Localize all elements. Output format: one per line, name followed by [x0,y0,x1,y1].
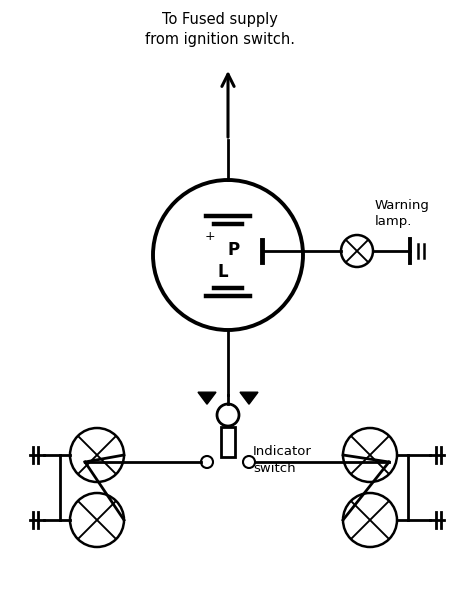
Text: Warning
lamp.: Warning lamp. [375,198,430,228]
Polygon shape [240,392,258,404]
Polygon shape [198,392,216,404]
Text: L: L [218,263,228,281]
Text: +: + [205,230,215,243]
Text: Indicator
switch: Indicator switch [253,445,312,475]
Bar [221,427,235,457]
Text: P: P [228,241,240,259]
Text: To Fused supply
from ignition switch.: To Fused supply from ignition switch. [145,12,295,47]
